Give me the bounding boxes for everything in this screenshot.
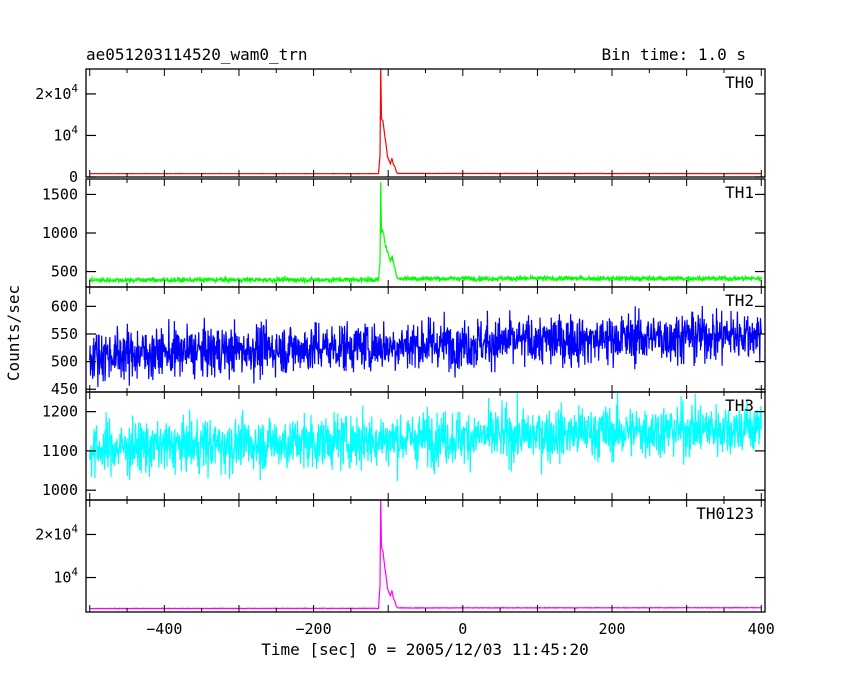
y-tick-label: 500	[51, 263, 78, 281]
panel-label-th2: TH2	[725, 291, 754, 310]
y-axis-label: Counts/sec	[4, 285, 23, 381]
y-tick-label: 0	[69, 168, 78, 186]
series-line-th0123	[89, 500, 762, 610]
x-tick-label: −200	[296, 620, 332, 638]
panel-frame-th0	[85, 68, 766, 178]
y-tick-label: 2×104	[35, 522, 78, 543]
y-tick-label: 1000	[42, 224, 78, 242]
y-tick-label: 1200	[42, 403, 78, 421]
y-tick-label: 500	[51, 353, 78, 371]
x-tick-label: 400	[748, 620, 775, 638]
y-tick-label: 550	[51, 325, 78, 343]
chart-subtitle: Bin time: 1.0 s	[602, 45, 747, 64]
series-line-th2	[89, 305, 762, 388]
chart-title: ae051203114520_wam0_trn	[86, 45, 308, 64]
panels-group: TH0 0 104 2×104 TH1 500 1000 1500 TH2 450 500 550 60…	[35, 68, 775, 638]
panel-frame-th1	[85, 178, 766, 288]
panel-label-th3: TH3	[725, 396, 754, 415]
x-tick-label: −400	[146, 620, 182, 638]
series-line-th1	[89, 182, 762, 285]
y-tick-label: 1500	[42, 185, 78, 203]
x-axis-label: Time [sec] 0 = 2005/12/03 11:45:20	[261, 640, 589, 659]
y-tick-label: 2×104	[35, 82, 78, 103]
panel-frame-th0123	[85, 499, 766, 613]
series-line-th0	[89, 69, 762, 175]
series-line-th3	[89, 392, 762, 482]
y-tick-label: 1000	[42, 481, 78, 499]
y-tick-label: 600	[51, 297, 78, 315]
panel-label-th0: TH0	[725, 73, 754, 92]
y-tick-label: 450	[51, 380, 78, 398]
x-tick-label: 0	[458, 620, 467, 638]
panel-label-th1: TH1	[725, 183, 754, 202]
x-tick-label: 200	[598, 620, 625, 638]
panel-label-th0123: TH0123	[696, 504, 754, 523]
y-tick-label: 104	[53, 566, 78, 587]
y-tick-label: 1100	[42, 442, 78, 460]
y-tick-label: 104	[53, 123, 78, 144]
